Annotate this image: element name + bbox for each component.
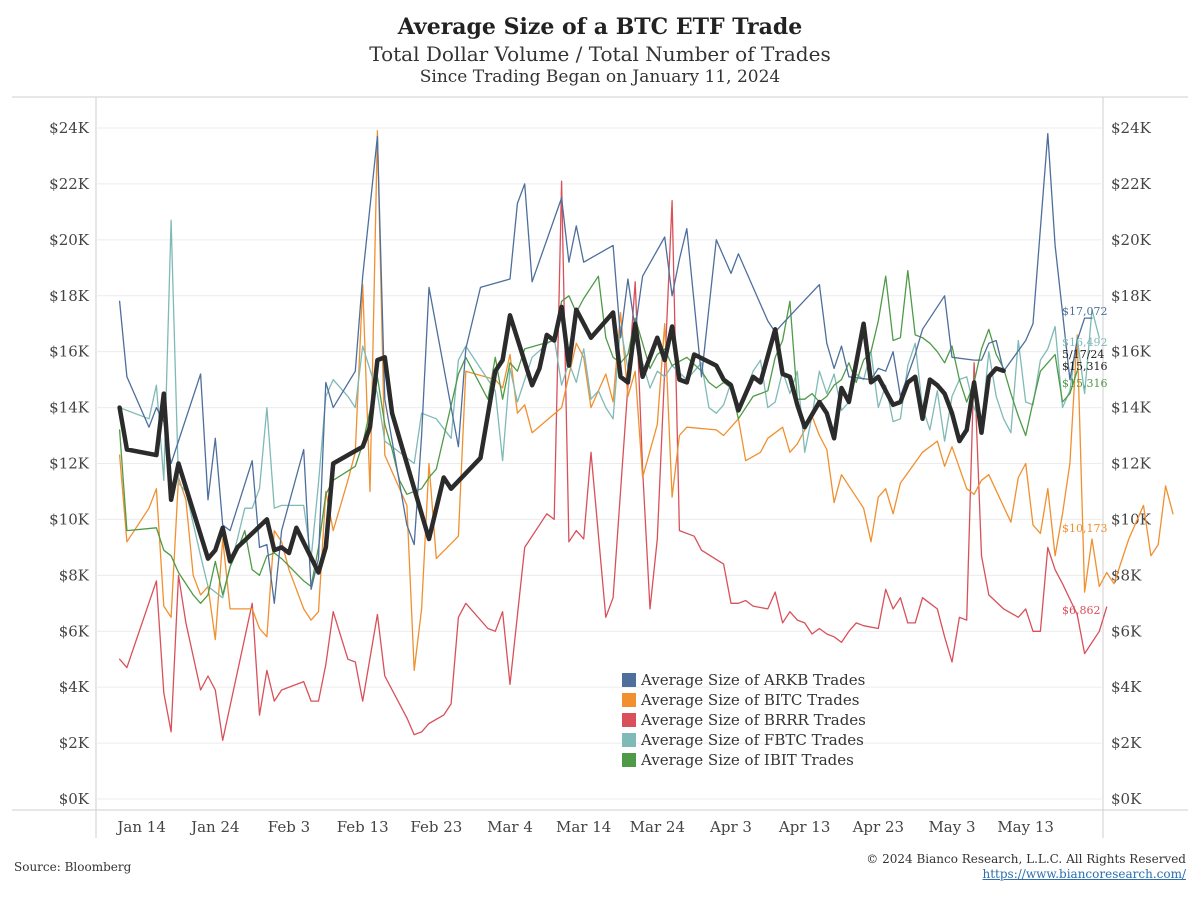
y-tick-label-left: $16K [49, 343, 90, 361]
end-label-brrr: $6,862 [1062, 604, 1101, 617]
x-tick-label: Feb 13 [337, 818, 389, 836]
y-tick-label-right: $24K [1111, 119, 1152, 137]
series-line-bitc [118, 130, 1174, 672]
chart-subtitle: Total Dollar Volume / Total Number of Tr… [369, 42, 831, 66]
source-note: Source: Bloomberg [14, 860, 132, 874]
series-line-avg [117, 304, 1006, 575]
y-tick-label-left: $8K [59, 566, 90, 584]
legend-label-fbtc: Average Size of FBTC Trades [640, 731, 864, 749]
y-tick-label-left: $18K [49, 287, 90, 305]
end-label-bitc: $10,173 [1062, 522, 1108, 535]
series-line-arkb [118, 132, 1093, 604]
end-label-fbtc: $16,492 [1062, 336, 1108, 349]
y-tick-label-left: $20K [49, 231, 90, 249]
x-tick-label: Apr 13 [778, 818, 830, 836]
legend-swatch-bitc [622, 693, 636, 707]
legend-swatch-brrr [622, 713, 636, 727]
y-tick-label-right: $16K [1111, 343, 1152, 361]
legend-swatch-ibit [622, 753, 636, 767]
y-tick-label-left: $4K [59, 678, 90, 696]
y-tick-label-left: $0K [59, 790, 90, 808]
legend-label-brrr: Average Size of BRRR Trades [640, 711, 866, 729]
x-tick-label: Feb 3 [268, 818, 310, 836]
y-tick-label-left: $6K [59, 622, 90, 640]
y-tick-label-left: $10K [49, 510, 90, 528]
y-tick-label-left: $12K [49, 455, 90, 473]
legend-swatch-fbtc [622, 733, 636, 747]
y-tick-label-right: $14K [1111, 399, 1152, 417]
end-label-arkb: $17,072 [1062, 305, 1108, 318]
y-tick-label-right: $8K [1111, 566, 1142, 584]
copyright-note: © 2024 Bianco Research, L.L.C. All Right… [866, 852, 1186, 866]
y-tick-label-left: $2K [59, 734, 90, 752]
x-tick-label: Apr 3 [709, 818, 752, 836]
series-line-ibit [118, 269, 1078, 604]
x-tick-label: Jan 14 [115, 818, 165, 836]
y-tick-label-right: $18K [1111, 287, 1152, 305]
y-tick-label-right: $22K [1111, 175, 1152, 193]
x-tick-label: Mar 24 [630, 818, 685, 836]
end-label-avg-value: $15,316 [1062, 360, 1108, 373]
x-tick-label: May 13 [997, 818, 1054, 836]
y-tick-label-left: $14K [49, 399, 90, 417]
y-tick-label-right: $20K [1111, 231, 1152, 249]
legend-label-arkb: Average Size of ARKB Trades [640, 671, 865, 689]
end-label-avg-date: 5/17/24 [1062, 348, 1104, 361]
y-tick-label-right: $4K [1111, 678, 1142, 696]
x-tick-label: Mar 14 [556, 818, 611, 836]
y-tick-label-right: $6K [1111, 622, 1142, 640]
y-tick-label-right: $10K [1111, 510, 1152, 528]
y-tick-label-right: $12K [1111, 455, 1152, 473]
legend-label-bitc: Average Size of BITC Trades [640, 691, 859, 709]
x-tick-label: May 3 [928, 818, 975, 836]
x-tick-label: Mar 4 [487, 818, 533, 836]
y-tick-label-right: $0K [1111, 790, 1142, 808]
series-line-brrr [118, 180, 1108, 741]
legend-swatch-arkb [622, 673, 636, 687]
y-tick-label-left: $24K [49, 119, 90, 137]
chart-title: Average Size of a BTC ETF Trade [397, 14, 803, 40]
chart-subtitle-date: Since Trading Began on January 11, 2024 [419, 67, 781, 87]
x-tick-label: Apr 23 [852, 818, 904, 836]
series-line-fbtc [118, 219, 1100, 599]
legend-label-ibit: Average Size of IBIT Trades [640, 751, 854, 769]
y-tick-label-right: $2K [1111, 734, 1142, 752]
y-tick-label-left: $22K [49, 175, 90, 193]
website-link[interactable]: https://www.biancoresearch.com/ [982, 867, 1186, 881]
legend: Average Size of ARKB Trades Average Size … [622, 671, 866, 769]
x-tick-label: Jan 24 [189, 818, 239, 836]
x-tick-label: Feb 23 [410, 818, 462, 836]
end-label-ibit: $15,316 [1062, 377, 1108, 390]
